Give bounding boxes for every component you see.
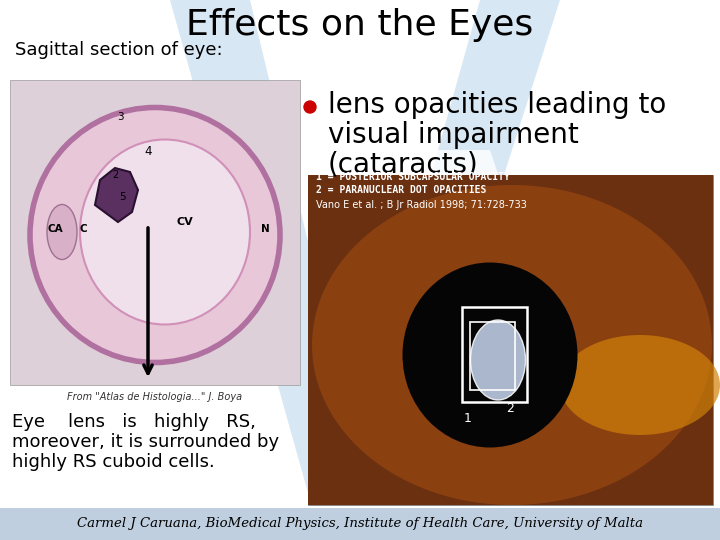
- Text: 3: 3: [117, 112, 123, 122]
- Text: 2 = PARANUCLEAR DOT OPACITIES: 2 = PARANUCLEAR DOT OPACITIES: [316, 185, 487, 195]
- Ellipse shape: [312, 185, 712, 505]
- Text: 2: 2: [112, 170, 118, 180]
- Ellipse shape: [80, 139, 250, 325]
- Ellipse shape: [560, 335, 720, 435]
- Text: lens opacities leading to: lens opacities leading to: [328, 91, 666, 119]
- Text: C: C: [79, 224, 87, 234]
- Text: Sagittal section of eye:: Sagittal section of eye:: [15, 41, 222, 59]
- Ellipse shape: [30, 107, 280, 362]
- Text: CV: CV: [176, 217, 194, 227]
- Text: 1: 1: [464, 412, 472, 425]
- Text: highly RS cuboid cells.: highly RS cuboid cells.: [12, 453, 215, 471]
- Ellipse shape: [470, 320, 526, 400]
- Text: Effects on the Eyes: Effects on the Eyes: [186, 8, 534, 42]
- Ellipse shape: [402, 262, 577, 448]
- Ellipse shape: [47, 205, 77, 260]
- FancyBboxPatch shape: [10, 80, 300, 385]
- Text: Vano E et al. ; B Jr Radiol 1998; 71:728-733: Vano E et al. ; B Jr Radiol 1998; 71:728…: [316, 200, 527, 210]
- Text: (cataracts): (cataracts): [328, 151, 479, 179]
- Text: N: N: [261, 224, 269, 234]
- Text: 4: 4: [144, 145, 152, 158]
- Circle shape: [304, 101, 316, 113]
- Text: visual impairment: visual impairment: [328, 121, 579, 149]
- Text: 2: 2: [506, 402, 514, 415]
- Text: 5: 5: [119, 192, 125, 202]
- Polygon shape: [230, 150, 510, 210]
- Polygon shape: [95, 168, 138, 222]
- Text: CA: CA: [48, 224, 63, 234]
- FancyBboxPatch shape: [308, 175, 713, 505]
- Polygon shape: [170, 0, 370, 500]
- Text: Eye    lens   is   highly   RS,: Eye lens is highly RS,: [12, 413, 256, 431]
- FancyBboxPatch shape: [308, 175, 713, 505]
- Text: From "Atlas de Histologia..." J. Boya: From "Atlas de Histologia..." J. Boya: [68, 392, 243, 402]
- Text: 1 = POSTERIOR SUBCAPSULAR OPACITY: 1 = POSTERIOR SUBCAPSULAR OPACITY: [316, 172, 510, 182]
- Text: Carmel J Caruana, BioMedical Physics, Institute of Health Care, University of Ma: Carmel J Caruana, BioMedical Physics, In…: [77, 517, 643, 530]
- Text: moreover, it is surrounded by: moreover, it is surrounded by: [12, 433, 279, 451]
- Polygon shape: [340, 0, 560, 500]
- FancyBboxPatch shape: [0, 508, 720, 540]
